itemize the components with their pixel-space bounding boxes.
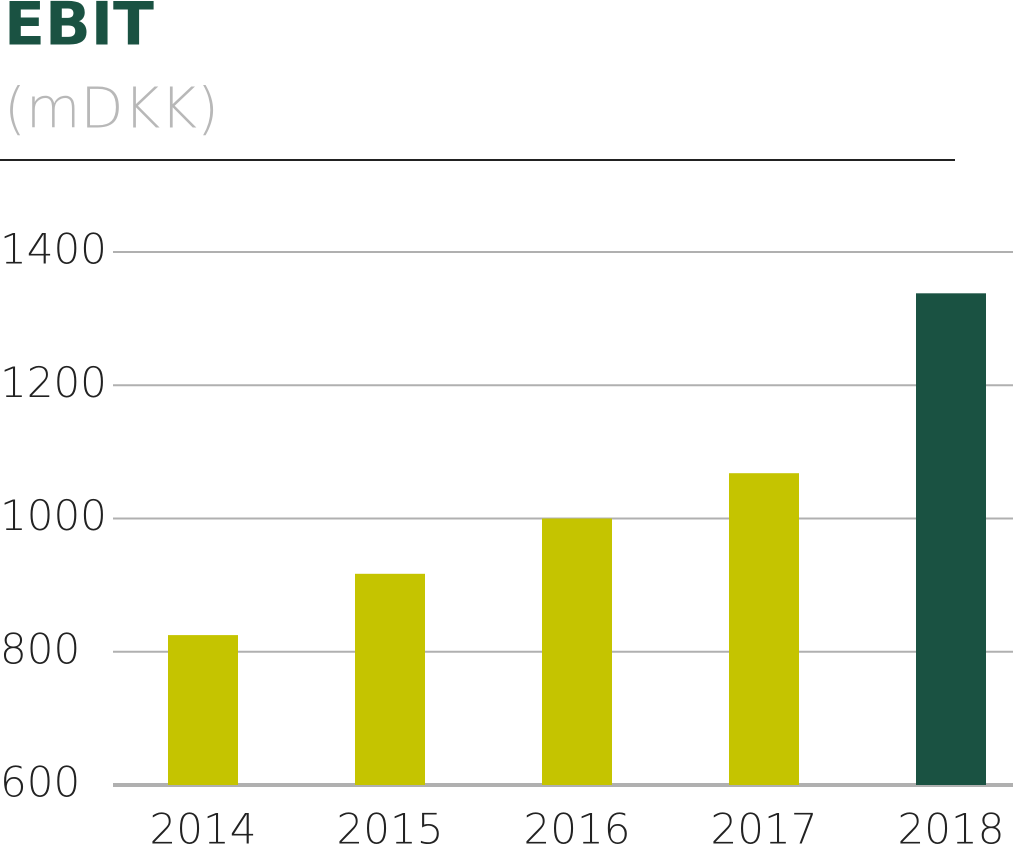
chart-subtitle: (mDKK) [4,76,219,141]
x-tick-label: 2017 [711,805,818,852]
x-tick-label: 2016 [524,805,631,852]
bar [916,293,986,785]
x-tick-label: 2018 [898,805,1005,852]
bar [542,518,612,785]
bar [355,573,425,785]
y-tick-label: 600 [0,758,80,807]
y-tick-label: 1000 [0,491,107,540]
y-tick-label: 800 [0,624,80,673]
y-tick-label: 1200 [0,358,107,407]
x-tick-label: 2014 [150,805,257,852]
bar [168,635,238,785]
bar [729,473,799,785]
y-tick-label: 1400 [0,225,107,274]
x-tick-label: 2015 [337,805,444,852]
chart-title: EBIT [4,0,154,60]
